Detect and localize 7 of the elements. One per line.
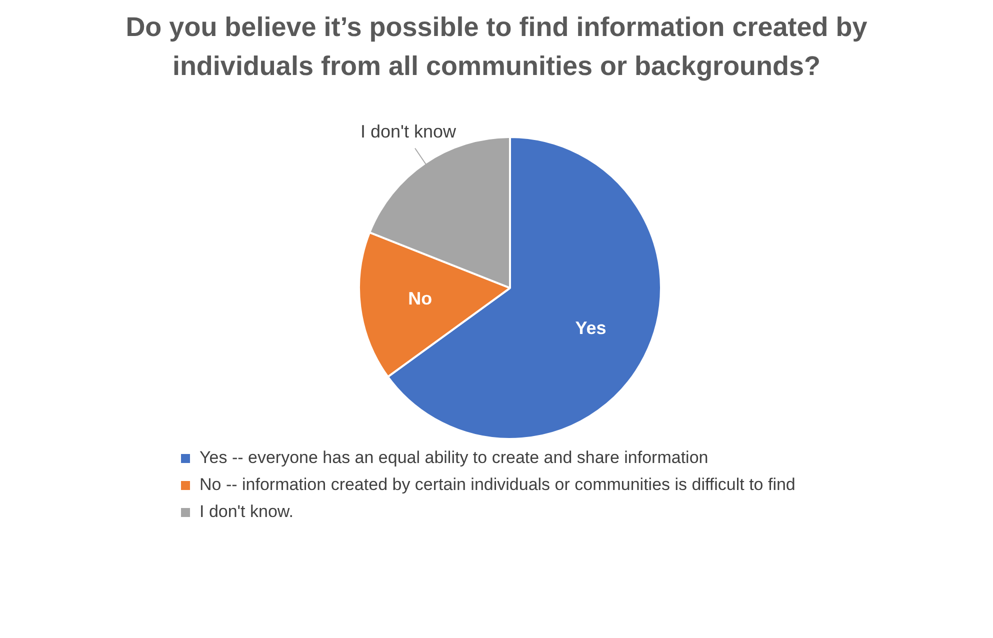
text: I don't know xyxy=(360,121,458,142)
legend-label: Yes -- everyone has an equal ability to create and share information xyxy=(200,448,708,468)
text: Yes xyxy=(575,318,606,338)
text: No xyxy=(408,288,432,308)
chart-title: Do you believe it’s possible to find information created by individuals from all communities or backgrounds? xyxy=(124,11,868,83)
legend-label: No -- information created by certain individuals or communities is difficult to find xyxy=(200,475,796,494)
legend-label: I don't know. xyxy=(200,502,294,522)
